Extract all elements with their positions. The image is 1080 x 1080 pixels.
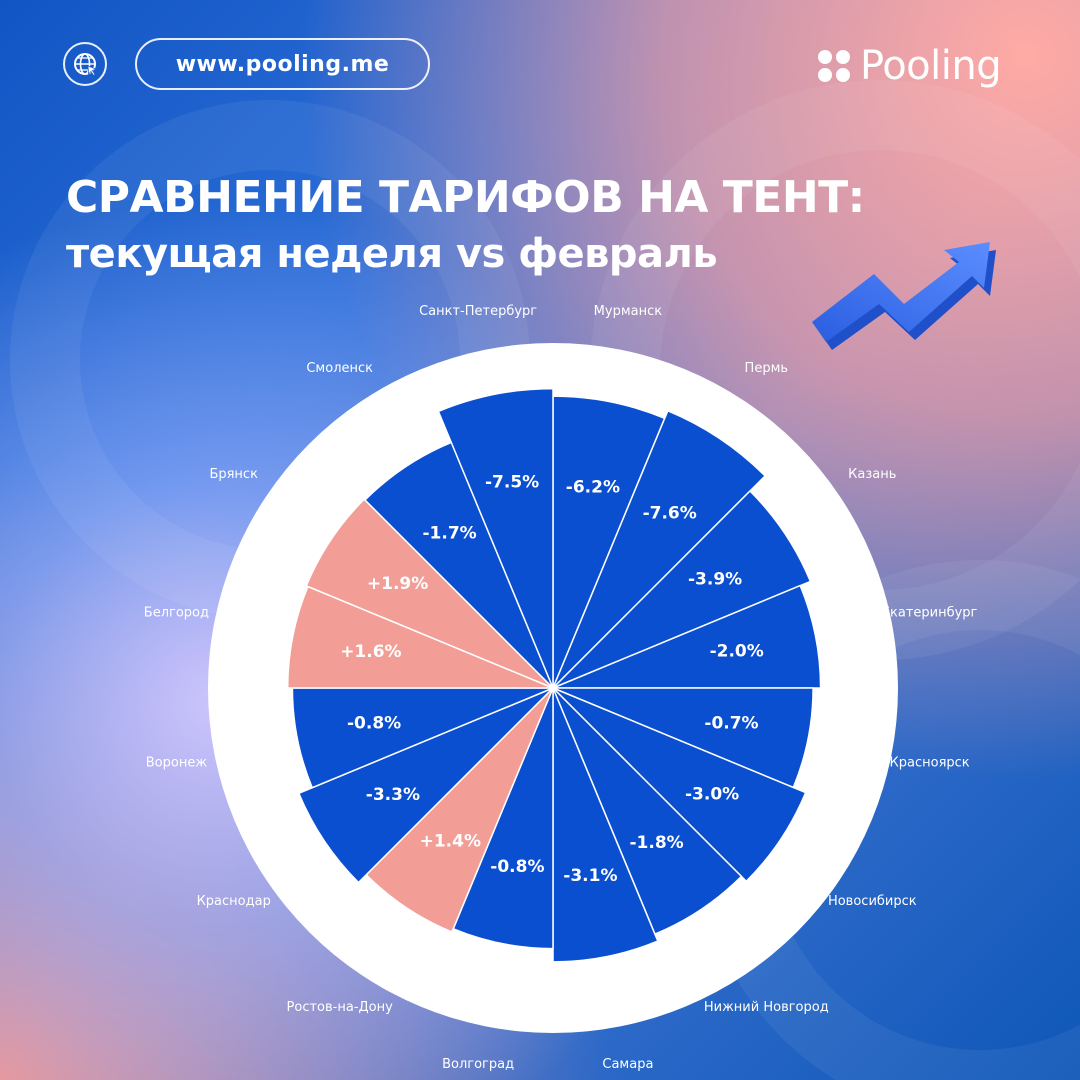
city-label: Воронеж bbox=[146, 755, 208, 770]
globe-icon-graphic bbox=[74, 53, 98, 77]
pie-slice bbox=[552, 687, 807, 883]
brand-logo: Pooling bbox=[816, 40, 1026, 92]
pie-slices bbox=[286, 387, 822, 963]
slice-value-label: -6.2% bbox=[566, 478, 620, 498]
pie-slice bbox=[552, 410, 766, 689]
slice-value-label: -1.8% bbox=[629, 833, 683, 853]
slice-value-label: -1.7% bbox=[422, 523, 476, 543]
four-dots-logo-icon bbox=[816, 46, 856, 86]
city-label: Мурманск bbox=[594, 304, 663, 319]
city-label: Брянск bbox=[209, 467, 258, 482]
slice-value-label: -0.8% bbox=[347, 714, 401, 734]
brand-name: Pooling bbox=[860, 43, 1002, 89]
slice-value-label: +1.4% bbox=[420, 832, 481, 852]
city-label: Краснодар bbox=[197, 894, 271, 909]
slice-value-label: -3.3% bbox=[366, 785, 420, 805]
city-label: Смоленск bbox=[306, 361, 373, 376]
city-label: Красноярск bbox=[890, 755, 970, 770]
city-label: Новосибирск bbox=[828, 894, 917, 909]
slice-value-label: -0.8% bbox=[490, 857, 544, 877]
website-url-pill[interactable]: www.pooling.me bbox=[135, 38, 430, 90]
city-label: Казань bbox=[848, 467, 896, 482]
slice-value-label: -3.9% bbox=[688, 570, 742, 590]
city-label: Ростов-на-Дону bbox=[287, 1000, 394, 1015]
city-label: Самара bbox=[602, 1057, 653, 1072]
city-label: Пермь bbox=[745, 361, 789, 376]
slice-value-label: -7.5% bbox=[485, 472, 539, 492]
trend-up-arrow-icon bbox=[812, 242, 996, 350]
value-labels: -6.2% -7.6% -3.9% -2.0% -0.7% -3.0% -1.8% -3.1%… bbox=[340, 472, 764, 886]
city-labels: Мурманск Пермь Казань Екатеринбург Красноярс… bbox=[144, 304, 978, 1072]
city-label: Екатеринбург bbox=[882, 606, 978, 621]
pie-slice bbox=[552, 490, 812, 689]
slice-value-label: -2.0% bbox=[710, 642, 764, 662]
slice-value-label: -3.0% bbox=[685, 784, 739, 804]
slice-value-label: +1.9% bbox=[367, 574, 428, 594]
city-label: Волгоград bbox=[442, 1057, 514, 1072]
title-line-1: СРАВНЕНИЕ ТАРИФОВ НА ТЕНТ: bbox=[66, 172, 865, 223]
pie-slice bbox=[298, 687, 554, 884]
page-title: СРАВНЕНИЕ ТАРИФОВ НА ТЕНТ: текущая недел… bbox=[66, 170, 865, 282]
slice-value-label: -3.1% bbox=[563, 866, 617, 886]
pie-slice bbox=[437, 387, 554, 689]
city-label: Нижний Новгород bbox=[704, 1000, 829, 1015]
city-label: Белгород bbox=[144, 606, 209, 621]
slice-value-label: +1.6% bbox=[340, 642, 401, 662]
title-line-2: текущая неделя vs февраль bbox=[66, 231, 718, 277]
pie-slice bbox=[552, 395, 666, 689]
pie-slice bbox=[305, 498, 554, 689]
globe-cursor-icon[interactable] bbox=[63, 42, 107, 86]
slice-value-label: -0.7% bbox=[704, 714, 758, 734]
slice-value-label: -7.6% bbox=[643, 503, 697, 523]
pie-slice bbox=[552, 687, 659, 963]
pie-slice bbox=[552, 584, 822, 689]
city-label: Санкт-Петербург bbox=[419, 304, 537, 319]
